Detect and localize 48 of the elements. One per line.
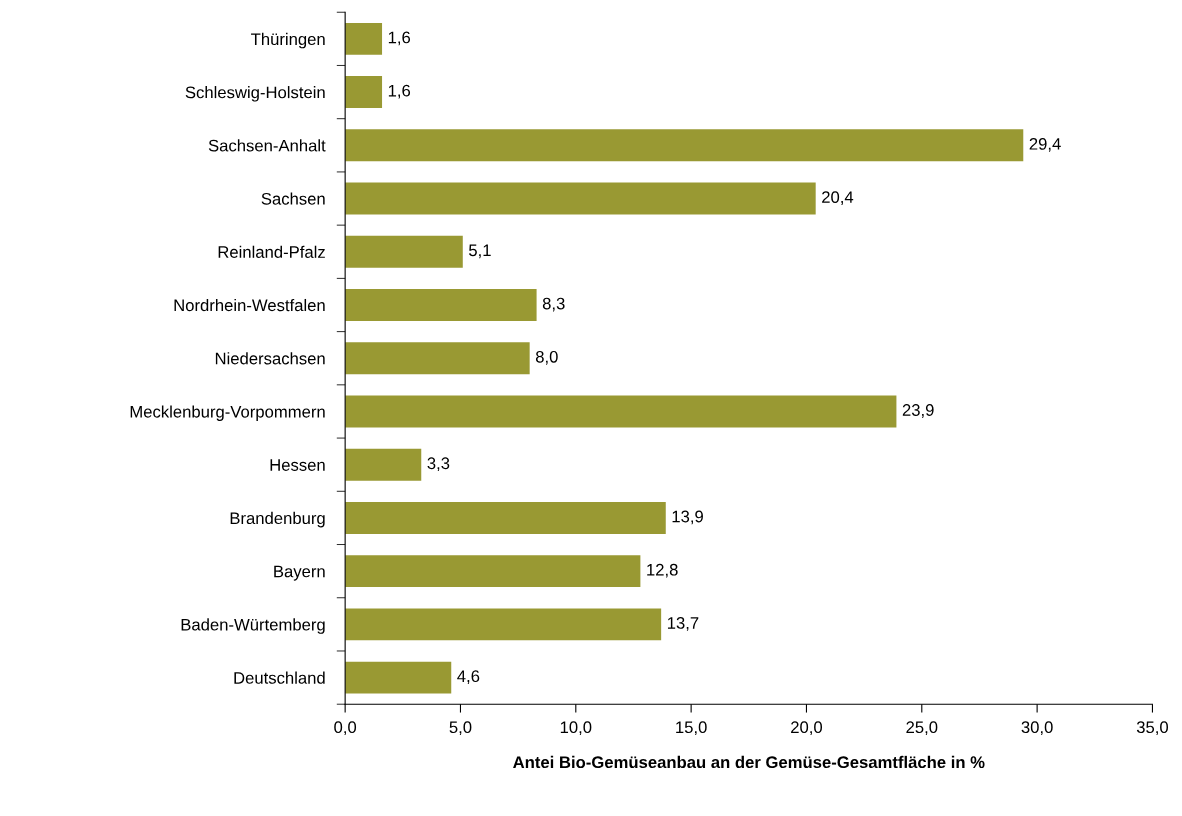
y-tick-label: Hessen (270, 459, 325, 471)
y-tick-label: Baden-Würtemberg (181, 618, 325, 634)
bar (345, 448, 422, 481)
data-label: 3,3 (427, 457, 450, 472)
x-tick-label: 20,0 (791, 721, 823, 736)
bar (345, 501, 666, 534)
y-tick-label: Thüringen (251, 32, 325, 49)
data-label: 13,7 (667, 617, 699, 631)
data-label: 1,6 (388, 31, 411, 46)
x-tick-label: 5,0 (449, 721, 472, 736)
y-tick-label: Sachsen-Anhalt (208, 139, 326, 152)
data-label: 20,4 (822, 191, 854, 205)
y-tick-label: Schleswig-Holstein (185, 86, 325, 102)
bar (345, 555, 641, 588)
y-tick-label: Sachsen (261, 192, 325, 205)
bar (345, 289, 537, 321)
x-tick-label: 30,0 (1021, 721, 1053, 736)
x-tick-label: 35,0 (1136, 721, 1169, 736)
data-label: 13,9 (672, 510, 703, 525)
y-tick-label: Niedersachsen (215, 352, 325, 365)
data-label: 23,9 (902, 404, 934, 418)
y-tick-label: Reinland-Pfalz (218, 245, 325, 258)
x-tick-label: 10,0 (560, 721, 592, 736)
bar (345, 661, 452, 694)
x-tick-label: 25,0 (906, 721, 938, 736)
data-label: 1,6 (388, 84, 411, 99)
x-axis-title: Antei Bio-Gemüseanbau an der Gemüse-Gesamtfläche in % (513, 755, 985, 769)
bar (345, 235, 463, 268)
bar (345, 395, 897, 428)
data-label: 5,1 (469, 244, 491, 259)
data-label: 12,8 (647, 563, 678, 578)
y-tick-label: Bayern (274, 565, 325, 581)
bar (345, 22, 383, 55)
data-label: 4,6 (457, 670, 480, 685)
data-label: 8,3 (542, 297, 565, 312)
bar (345, 182, 816, 215)
bar (345, 76, 383, 109)
y-tick-label: Nordrhein-Westfalen (174, 298, 325, 312)
bar (345, 608, 662, 641)
bar (345, 342, 530, 375)
bar (345, 129, 1024, 162)
x-tick-label: 0,0 (334, 721, 357, 736)
y-tick-label: Brandenburg (230, 511, 325, 528)
x-tick-label: 15,0 (676, 721, 707, 736)
y-tick-label: Mecklenburg-Vorpommern (130, 405, 325, 421)
y-tick-label: Deutschland (234, 671, 325, 684)
data-label: 29,4 (1029, 137, 1061, 152)
data-label: 8,0 (535, 350, 558, 365)
